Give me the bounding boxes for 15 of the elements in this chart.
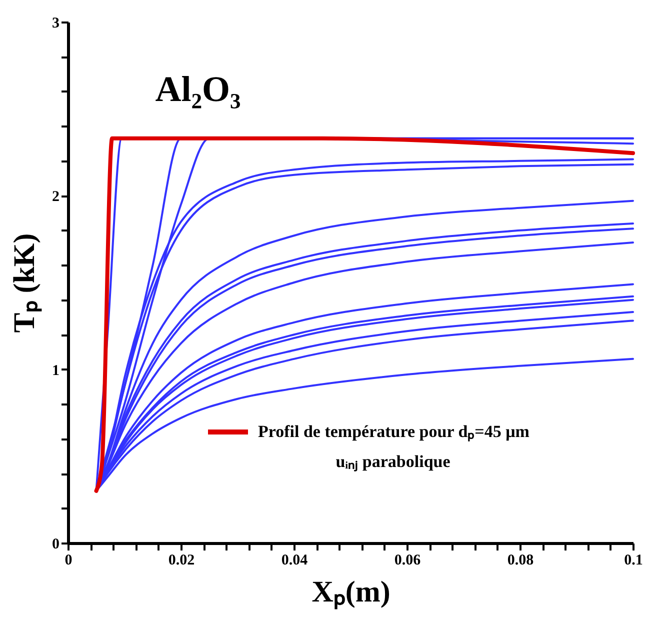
y-tick-label: 0 [52, 536, 60, 552]
x-tick-label: 0.06 [394, 552, 422, 568]
x-tick-label: 0.02 [168, 552, 195, 568]
x-tick-label: 0.1 [624, 552, 643, 568]
y-tick-label: 2 [52, 189, 60, 206]
x-tick-label: 0.04 [281, 552, 308, 568]
y-axis-title: Tₚ (kK) [8, 233, 42, 333]
text: Al₂O₃ [155, 69, 241, 109]
legend-label: Profil de température pour dₚ=45 μm [258, 422, 530, 442]
y-tick-label: 3 [52, 16, 60, 32]
x-tick-label: 0 [64, 552, 72, 568]
x-axis-title: Xₚ(m) [312, 576, 390, 610]
annotation: uᵢₙⱼ parabolique [336, 452, 451, 472]
x-tick-label: 0.08 [507, 552, 534, 568]
y-tick-label: 1 [52, 362, 60, 379]
